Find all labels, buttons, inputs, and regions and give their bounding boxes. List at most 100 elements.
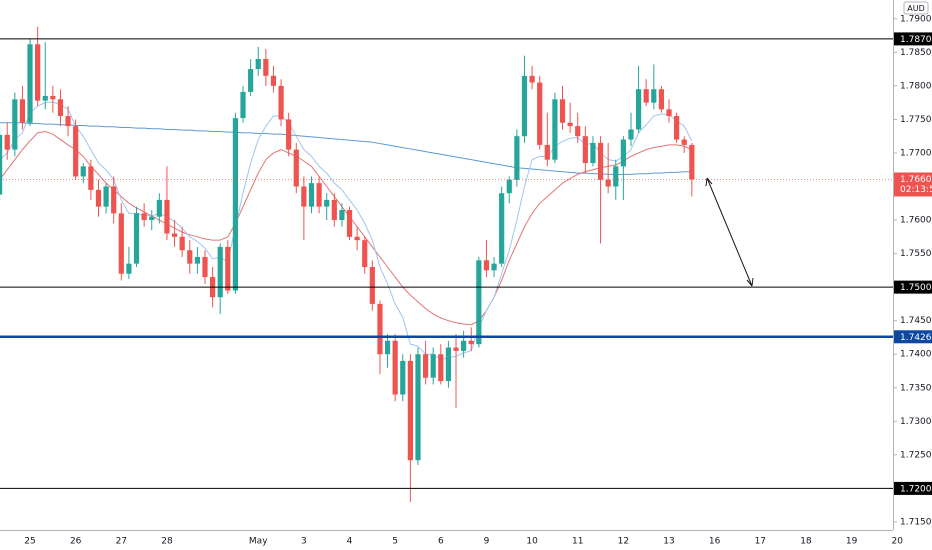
candle-body bbox=[308, 183, 315, 207]
candle-body bbox=[567, 122, 573, 127]
candle-body bbox=[666, 109, 672, 117]
currency-box bbox=[903, 1, 929, 15]
candle-body bbox=[651, 89, 657, 103]
candle-body bbox=[293, 149, 299, 187]
x-tick-label: 18 bbox=[800, 537, 812, 547]
candle-body bbox=[103, 186, 109, 207]
candle-body bbox=[346, 209, 353, 237]
candle-body bbox=[552, 99, 558, 160]
y-tick-label: 1.77500 bbox=[900, 115, 932, 125]
candle-body bbox=[316, 183, 322, 207]
currency-label: AUD bbox=[907, 4, 925, 13]
candle-body bbox=[301, 186, 307, 207]
level-label: 1.74260 bbox=[900, 333, 932, 343]
candle-body bbox=[286, 119, 292, 150]
y-tick-label: 1.73000 bbox=[900, 417, 932, 427]
plot-area bbox=[0, 26, 893, 502]
candle-body bbox=[681, 139, 687, 145]
candle-body bbox=[270, 75, 277, 86]
candle-body bbox=[202, 256, 208, 278]
y-tick-label: 1.72500 bbox=[900, 450, 932, 460]
x-tick-label: 12 bbox=[618, 537, 629, 547]
x-tick-label: 25 bbox=[24, 537, 35, 547]
level-label: 1.72000 bbox=[900, 484, 932, 494]
candle-body bbox=[620, 139, 626, 167]
level-label-box bbox=[894, 330, 932, 344]
candle-body bbox=[377, 303, 383, 355]
arrow-line bbox=[706, 177, 753, 287]
candle-body bbox=[597, 142, 604, 180]
moving-average-line bbox=[0, 122, 692, 175]
arrow-head bbox=[705, 177, 713, 187]
x-tick-label: 10 bbox=[526, 537, 538, 547]
candle-body bbox=[483, 260, 490, 271]
candle-body bbox=[19, 99, 26, 123]
candle-body bbox=[590, 142, 596, 164]
candle-body bbox=[658, 89, 665, 110]
candle-body bbox=[468, 340, 474, 345]
candle-body bbox=[339, 209, 345, 221]
candle-body bbox=[438, 354, 444, 382]
candle-body bbox=[35, 44, 41, 101]
level-label: 1.78700 bbox=[900, 35, 932, 45]
candle-body bbox=[225, 246, 231, 291]
arrow-annotation bbox=[705, 177, 754, 287]
level-label-box bbox=[894, 280, 932, 294]
candle-body bbox=[50, 95, 56, 100]
x-tick-label: 13 bbox=[663, 537, 674, 547]
candle-body bbox=[141, 213, 147, 221]
candle-body bbox=[384, 340, 391, 355]
candle-body bbox=[461, 340, 467, 351]
y-tick-label: 1.75500 bbox=[900, 249, 932, 259]
arrow-head bbox=[746, 277, 754, 287]
candle-body bbox=[73, 126, 79, 177]
y-tick-label: 1.73500 bbox=[900, 383, 932, 393]
x-tick-label: 6 bbox=[438, 537, 444, 547]
candle-body bbox=[57, 99, 64, 117]
y-tick-label: 1.74000 bbox=[900, 350, 932, 360]
x-tick-label: 19 bbox=[846, 537, 858, 547]
y-tick-label: 1.71500 bbox=[900, 517, 932, 527]
candle-body bbox=[392, 340, 398, 395]
candle-body bbox=[537, 82, 543, 145]
price-axis: AUD bbox=[0, 0, 929, 531]
last-price-label: 1.76605 bbox=[900, 175, 932, 185]
candle-body bbox=[80, 166, 86, 177]
x-tick-label: 5 bbox=[392, 537, 398, 547]
x-tick-label: 16 bbox=[709, 537, 721, 547]
candle-body bbox=[369, 267, 375, 304]
candle-body bbox=[575, 126, 581, 137]
y-tick-label: 1.77000 bbox=[900, 148, 932, 158]
candle-body bbox=[95, 189, 102, 207]
x-tick-label: 17 bbox=[755, 537, 766, 547]
x-tick-label: 20 bbox=[891, 537, 903, 547]
candle-body bbox=[506, 179, 512, 194]
moving-average-line bbox=[0, 101, 693, 361]
last-price-box bbox=[894, 172, 932, 197]
candle-body bbox=[628, 129, 634, 140]
candle-body bbox=[118, 213, 124, 274]
candle-body bbox=[605, 179, 611, 187]
candle-body bbox=[164, 199, 170, 234]
x-tick-label: 3 bbox=[301, 537, 307, 547]
x-tick-label: 9 bbox=[484, 537, 490, 547]
candle-body bbox=[445, 347, 452, 382]
countdown-label: 02:13:59 bbox=[900, 185, 932, 195]
candle-body bbox=[674, 116, 680, 140]
x-tick-label: 26 bbox=[70, 537, 82, 547]
candle-body bbox=[476, 260, 482, 345]
candle-body bbox=[248, 69, 254, 92]
candle-body bbox=[156, 199, 162, 217]
level-label-box bbox=[894, 32, 932, 46]
y-tick-label: 1.76000 bbox=[900, 216, 932, 226]
candle-body bbox=[133, 213, 140, 264]
candle-body bbox=[171, 233, 178, 237]
candle-body bbox=[179, 236, 185, 251]
candle-body bbox=[491, 263, 497, 271]
x-tick-label: 27 bbox=[116, 537, 127, 547]
candle-body bbox=[407, 360, 413, 461]
x-tick-label: 28 bbox=[161, 537, 173, 547]
candle-body bbox=[88, 166, 94, 190]
candle-body bbox=[430, 354, 436, 378]
